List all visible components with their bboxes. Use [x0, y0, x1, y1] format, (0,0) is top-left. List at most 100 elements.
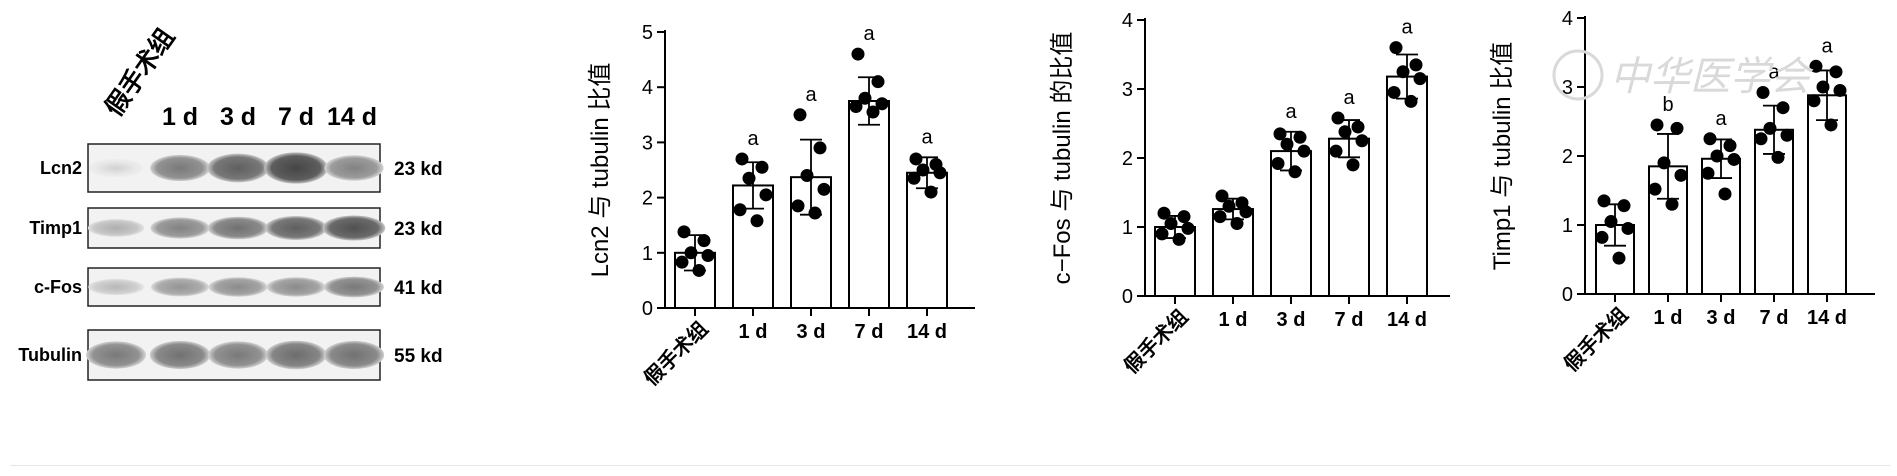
y-tick-label: 4 — [1122, 10, 1133, 32]
data-point — [1824, 118, 1838, 132]
data-point — [851, 47, 865, 61]
data-point — [1727, 152, 1741, 166]
data-point — [675, 255, 689, 269]
blot-band — [264, 152, 328, 184]
data-point — [1776, 101, 1790, 115]
kd-label: 41 kd — [394, 278, 443, 299]
y-tick-label: 1 — [1122, 217, 1133, 239]
data-point — [759, 188, 773, 202]
bar — [1270, 150, 1312, 297]
data-point — [1648, 182, 1662, 196]
data-point — [677, 225, 691, 239]
data-point — [1346, 158, 1360, 172]
y-tick-label: 3 — [1122, 79, 1133, 101]
bottom-divider — [10, 465, 1890, 466]
lane-label: 1 d — [162, 103, 198, 131]
y-tick-label: 2 — [1562, 146, 1573, 168]
blot-band — [208, 277, 268, 297]
bar — [848, 100, 890, 309]
data-point — [1621, 221, 1635, 235]
data-point — [1331, 111, 1345, 125]
blot-band — [265, 216, 327, 240]
data-point — [871, 75, 885, 89]
data-point — [1665, 197, 1679, 211]
y-tick-label: 4 — [1562, 8, 1573, 30]
significance-letter: b — [1662, 94, 1673, 116]
data-point — [1780, 128, 1794, 142]
x-category-label: 3 d — [1277, 309, 1306, 331]
data-point — [755, 160, 769, 174]
data-point — [1756, 86, 1770, 100]
y-tick-label: 0 — [1122, 286, 1133, 308]
data-point — [1239, 205, 1253, 219]
protein-label: Timp1 — [29, 218, 82, 238]
data-point — [813, 141, 827, 155]
lane-label: 3 d — [220, 103, 256, 131]
significance-letter: a — [1768, 62, 1780, 84]
data-point — [1612, 251, 1626, 265]
blot-band — [265, 340, 327, 370]
bar — [1701, 157, 1741, 295]
y-axis-label: Timp1 与 tubulin 比值 — [1489, 42, 1516, 271]
data-point — [1597, 194, 1611, 208]
blot-band — [87, 219, 145, 237]
data-point — [1670, 121, 1684, 135]
data-point — [697, 234, 711, 248]
x-category-label: 1 d — [1654, 307, 1683, 329]
x-category-label: 14 d — [907, 321, 947, 343]
x-category-label: 7 d — [1760, 307, 1789, 329]
data-point — [750, 214, 764, 228]
data-point — [1718, 187, 1732, 201]
kd-label: 23 kd — [394, 219, 443, 240]
significance-letter: a — [1343, 87, 1355, 109]
data-point — [793, 108, 807, 122]
blot-band — [324, 155, 384, 181]
bar — [1386, 75, 1428, 297]
blot-band — [323, 340, 385, 370]
significance-letter: a — [921, 126, 933, 148]
x-category-label: 假手术组 — [639, 317, 713, 391]
blot-band — [324, 276, 384, 298]
data-point — [1807, 94, 1821, 108]
x-category-label: 7 d — [855, 321, 884, 343]
data-point — [1329, 144, 1343, 158]
data-point — [1273, 127, 1287, 141]
significance-letter: a — [1821, 35, 1833, 57]
data-point — [791, 199, 805, 213]
data-point — [1723, 139, 1737, 153]
significance-letter: a — [863, 23, 875, 45]
blot-band — [149, 340, 211, 370]
significance-letter: a — [1715, 108, 1727, 130]
data-point — [1413, 72, 1427, 86]
protein-label: c-Fos — [34, 277, 82, 297]
data-point — [733, 203, 747, 217]
protein-label: Lcn2 — [40, 158, 82, 178]
y-tick-label: 0 — [1562, 284, 1573, 306]
data-point — [817, 182, 831, 196]
watermark-text: 中华医学会 — [1610, 54, 1814, 100]
blot-band — [322, 215, 386, 241]
data-point — [1829, 65, 1843, 79]
data-point — [1754, 132, 1768, 146]
x-category-label: 1 d — [1219, 309, 1248, 331]
data-point — [1701, 166, 1715, 180]
data-point — [1595, 230, 1609, 244]
data-point — [1351, 120, 1365, 134]
data-point — [933, 166, 947, 180]
data-point — [1293, 130, 1307, 144]
data-point — [875, 97, 889, 111]
significance-letter: a — [1285, 101, 1297, 123]
y-tick-label: 2 — [1122, 148, 1133, 170]
significance-letter: a — [805, 84, 817, 106]
y-axis-label: Lcn2 与 tubulin 比值 — [587, 63, 614, 278]
data-point — [849, 100, 863, 114]
significance-letter: a — [747, 128, 759, 150]
y-tick-label: 2 — [642, 188, 653, 210]
data-point — [909, 152, 923, 166]
y-tick-label: 3 — [642, 132, 653, 154]
data-point — [1833, 83, 1847, 97]
